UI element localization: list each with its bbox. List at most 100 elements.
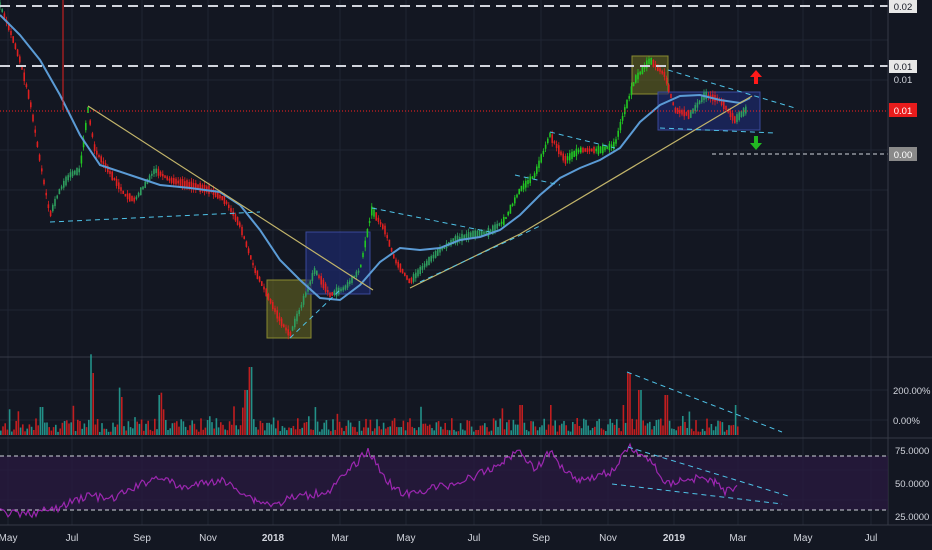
candle	[404, 272, 406, 276]
candle	[263, 286, 265, 290]
volume-bar	[158, 395, 160, 435]
time-axis-label: Nov	[199, 533, 217, 544]
volume-bar	[103, 428, 105, 435]
volume-bar	[448, 430, 451, 435]
time-axis-label: Jul	[468, 533, 481, 544]
candle	[137, 192, 140, 197]
price-axis: 0.02 0.01 0.01 0.01 0.00 200.00% 0.00% 7…	[889, 0, 931, 523]
volume-bar	[178, 426, 180, 435]
candle	[599, 146, 602, 154]
candle	[555, 143, 558, 149]
volume-bar	[697, 431, 699, 435]
volume-bar	[547, 424, 550, 435]
volume-bar	[657, 419, 660, 435]
candle	[595, 148, 597, 152]
candle	[214, 190, 217, 198]
candle	[329, 292, 331, 298]
volume-bar	[389, 426, 391, 435]
volume-bar	[72, 405, 75, 435]
volume-bar	[242, 407, 244, 435]
volume-bar	[105, 428, 108, 435]
candle	[731, 113, 734, 121]
volume-bar	[330, 431, 332, 435]
candle	[65, 176, 67, 186]
candle	[641, 66, 644, 74]
candle	[274, 308, 276, 312]
candle	[265, 288, 267, 297]
candle	[494, 224, 496, 232]
candle	[591, 148, 593, 152]
volume-bar	[74, 431, 77, 435]
candle	[159, 171, 162, 176]
rsi-panel[interactable]	[0, 442, 888, 519]
candle	[602, 144, 604, 154]
volume-panel[interactable]	[0, 354, 783, 435]
candle	[54, 198, 56, 207]
volume-bar	[609, 418, 611, 435]
volume-bar	[8, 409, 11, 435]
candle	[476, 230, 479, 237]
volume-bar	[290, 428, 292, 435]
volume-bar	[600, 428, 603, 435]
volume-bar	[490, 430, 493, 435]
channel-lines	[49, 69, 796, 339]
volume-bar	[574, 424, 576, 435]
volume-bar	[349, 422, 352, 435]
candle	[610, 144, 613, 148]
volume-bar	[512, 419, 515, 435]
volume-bar	[231, 424, 233, 435]
price-panel[interactable]	[0, 0, 888, 340]
candle	[566, 156, 569, 161]
volume-bar	[149, 429, 152, 435]
candle	[45, 192, 47, 196]
volume-bar	[81, 428, 83, 435]
candle	[340, 288, 342, 292]
volume-bar	[204, 427, 207, 435]
candle	[177, 180, 179, 184]
volume-bar	[99, 431, 101, 435]
candle	[23, 72, 25, 82]
volume-bar	[17, 411, 20, 435]
volume-bar	[264, 430, 266, 435]
candle	[368, 220, 371, 224]
candle	[355, 271, 358, 278]
candle	[406, 275, 408, 280]
volume-bar	[63, 421, 66, 435]
time-axis-label: Jul	[865, 533, 878, 544]
candle	[236, 217, 239, 225]
volume-bar	[378, 426, 380, 435]
candle	[30, 102, 32, 108]
volume-bar	[638, 390, 640, 435]
volume-bar	[585, 419, 587, 435]
candle	[430, 256, 432, 262]
candle	[637, 72, 639, 80]
candle	[21, 66, 23, 70]
candle	[386, 235, 388, 239]
candle	[322, 279, 325, 289]
volume-bar	[587, 425, 589, 435]
volume-bar	[154, 418, 156, 435]
candle	[654, 64, 657, 68]
candle	[481, 230, 483, 236]
candle	[89, 120, 91, 125]
volume-bar	[94, 424, 97, 435]
candle	[694, 105, 696, 112]
time-axis-label: 2019	[663, 533, 686, 544]
volume-bar	[55, 424, 57, 435]
volume-bar	[580, 428, 583, 435]
candle	[219, 194, 221, 199]
volume-bar	[48, 427, 50, 435]
volume-bar	[22, 424, 24, 435]
volume-bar	[176, 421, 178, 435]
candle	[441, 247, 443, 250]
volume-bar	[400, 427, 402, 435]
volume-bar	[688, 411, 691, 435]
candle	[489, 229, 492, 234]
candle	[335, 287, 338, 297]
volume-bar	[578, 426, 581, 435]
candle	[452, 238, 454, 245]
volume-bar	[679, 425, 682, 435]
volume-bar	[499, 418, 501, 435]
candle	[267, 293, 270, 300]
